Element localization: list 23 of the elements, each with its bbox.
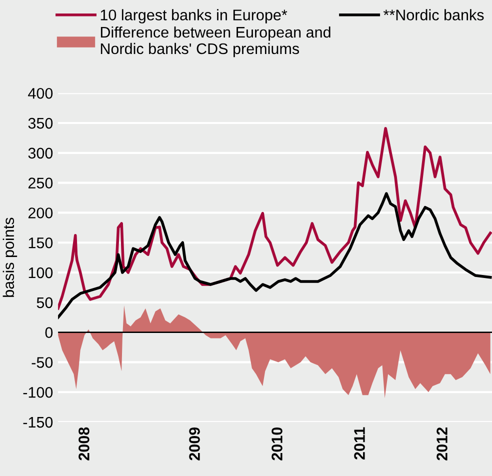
line-series (58, 192, 492, 319)
y-tick-label: -150 (23, 416, 53, 428)
x-tick-label: 2012 (436, 427, 448, 460)
y-tick-label: 100 (28, 267, 53, 278)
y-tick-label: 350 (28, 118, 53, 129)
x-tick-label: 2008 (78, 427, 90, 460)
y-tick-label: 150 (28, 237, 53, 248)
y-tick-label: 300 (28, 148, 53, 159)
x-tick-label: 2011 (354, 427, 365, 460)
y-tick-label: 50 (36, 297, 53, 308)
x-tick-label: 2009 (189, 427, 200, 460)
legend-label: 10 largest banks in Europe* (100, 9, 288, 24)
legend-label: **Nordic banks (383, 9, 484, 20)
y-tick-label: 0 (45, 327, 53, 338)
y-tick-label: 400 (28, 88, 53, 99)
x-tick-label: 2010 (272, 428, 282, 460)
y-tick-label: -100 (23, 386, 53, 398)
y-tick-label: 250 (28, 178, 53, 188)
y-axis-title: basis points (2, 218, 18, 297)
y-tick-label: -50 (32, 357, 53, 368)
line-series (58, 126, 492, 310)
y-tick-label: 200 (28, 208, 53, 218)
legend-label: Difference between European and Nordic banks' CDS premiums (100, 26, 330, 58)
